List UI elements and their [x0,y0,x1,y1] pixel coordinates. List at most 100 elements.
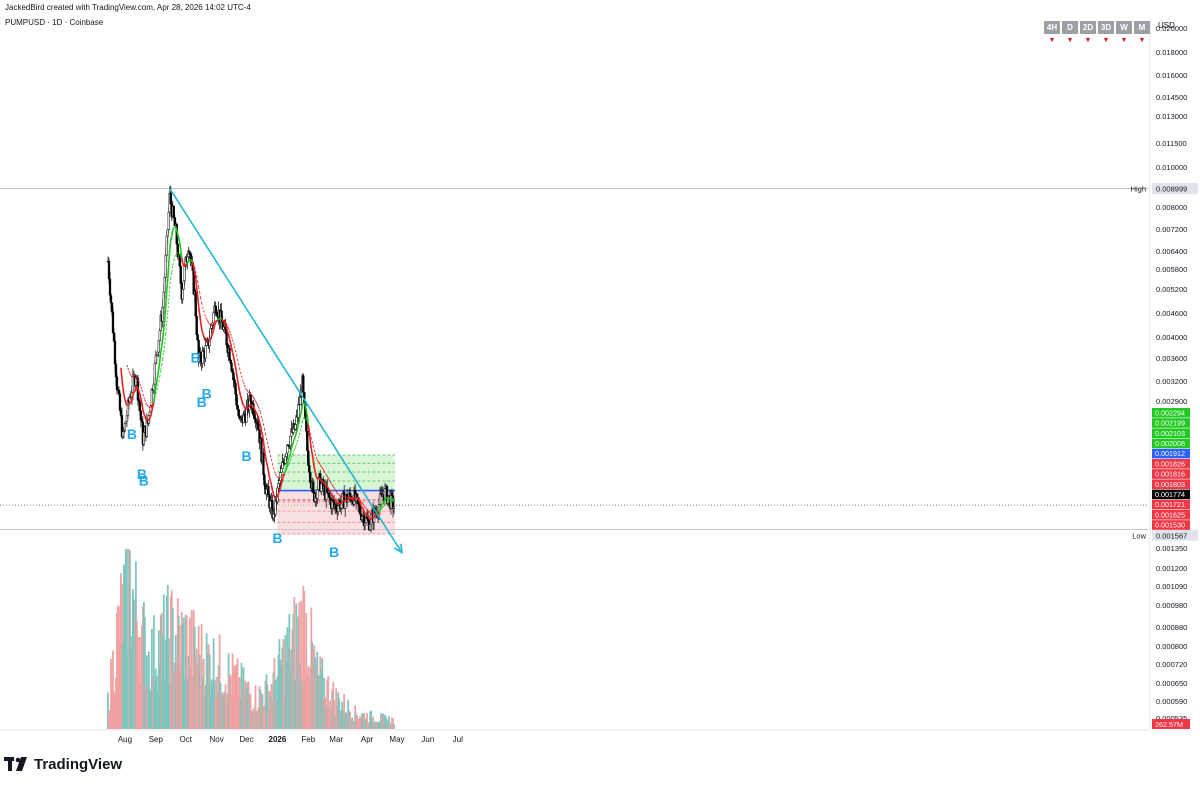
x-tick-label: Jun [421,735,434,744]
tf-w[interactable]: W▼ [1116,21,1132,53]
x-tick-label: Jul [453,735,463,744]
ema-fast-segment [195,272,196,279]
ema-slow-segment [273,467,274,471]
ema-slow-segment [277,477,278,478]
ema-fast-segment [348,499,349,500]
buy-marker: B [191,349,201,365]
candle-body [120,410,122,415]
ema-slow-segment [172,265,173,272]
ema-slow-segment [274,471,275,473]
ema-slow-segment [271,459,272,464]
ema-slow-segment [197,276,198,281]
ema-fast-segment [148,420,149,421]
candle-body [158,341,160,353]
candle-body [113,333,115,341]
ema-slow-segment [268,446,269,451]
tf-4h[interactable]: 4H▼ [1044,21,1060,53]
ema-slow-segment [128,368,129,371]
ema-slow-segment [262,419,263,423]
tf-m[interactable]: M▼ [1134,21,1150,53]
candle-body [233,373,235,380]
ema-slow-segment [232,337,233,340]
candle-body [211,326,213,329]
ema-fast-segment [202,329,203,333]
ema-slow-segment [258,407,259,410]
ema-fast-segment [237,374,238,380]
ema-fast-segment [127,405,128,406]
candle-body [226,333,228,345]
candle-body [361,517,363,520]
ema-slow-segment [168,301,169,313]
x-tick-label: Sep [149,735,164,744]
ema-fast-segment [173,228,174,230]
ema-fast-segment [384,500,385,503]
candle-body [280,469,282,473]
ema-fast-segment [370,519,371,520]
ema-slow-segment [238,359,239,364]
ema-slow-segment [163,352,164,359]
candle-body [135,378,137,385]
tf-2d[interactable]: 2D▼ [1080,21,1096,53]
ema-fast-segment [334,498,335,499]
x-tick-label: Dec [239,735,253,744]
candle-body [124,424,126,431]
ema-slow-segment [165,334,166,344]
ema-fast-segment [213,330,214,334]
ema-slow-segment [203,307,204,311]
ema-slow-segment [240,368,241,372]
price-label: 0.001816 [1155,470,1185,479]
x-tick-label: Nov [210,735,224,744]
ema-slow-segment [170,279,171,288]
ema-fast-segment [265,456,266,462]
ema-fast-segment [328,488,329,490]
ema-slow-segment [236,350,237,354]
ema-fast-segment [331,495,332,496]
ema-fast-segment [311,449,312,455]
ema-fast-segment [300,412,301,415]
candle-body [235,383,237,394]
ema-fast-segment [133,392,134,396]
ema-fast-segment [149,418,150,419]
candle-body [231,363,233,371]
ema-fast-segment [234,357,235,362]
ema-fast-segment [171,236,172,240]
ema-fast-segment [210,339,211,341]
tf-3d[interactable]: 3D▼ [1098,21,1114,53]
ema-slow-segment [140,384,141,387]
candle-body [268,486,270,494]
y-tick-label: 0.000800 [1156,642,1187,651]
ema-fast-segment [263,442,264,449]
candle-body [110,295,112,302]
candle-body [189,252,191,255]
candle-body [153,384,155,390]
ema-fast-segment [253,407,254,409]
y-tick-label: 0.000650 [1156,679,1187,688]
buy-marker: B [127,426,137,442]
ema-fast-segment [362,508,363,509]
ema-slow-segment [142,390,143,394]
candle-body [141,420,143,422]
ema-slow-segment [208,321,209,323]
ema-fast-segment [381,505,382,507]
candle-body [182,289,184,299]
ema-slow-segment [169,288,170,301]
tf-d[interactable]: D▼ [1062,21,1078,53]
ema-slow-segment [166,323,167,334]
candle-body [139,402,141,411]
candle-body [306,431,308,451]
ema-slow-segment [314,450,315,454]
ema-fast-segment [139,391,140,394]
candle-body [114,341,116,364]
ema-fast-segment [138,389,139,391]
candle-body [111,303,113,312]
ema-fast-segment [121,368,122,379]
candle-body [358,504,360,506]
candle-body [127,400,129,415]
ema-fast-segment [209,341,210,342]
ema-slow-segment [167,312,168,323]
low-value: 0.001567 [1156,531,1187,540]
ema-fast-segment [257,415,258,418]
ema-fast-segment [266,462,267,466]
